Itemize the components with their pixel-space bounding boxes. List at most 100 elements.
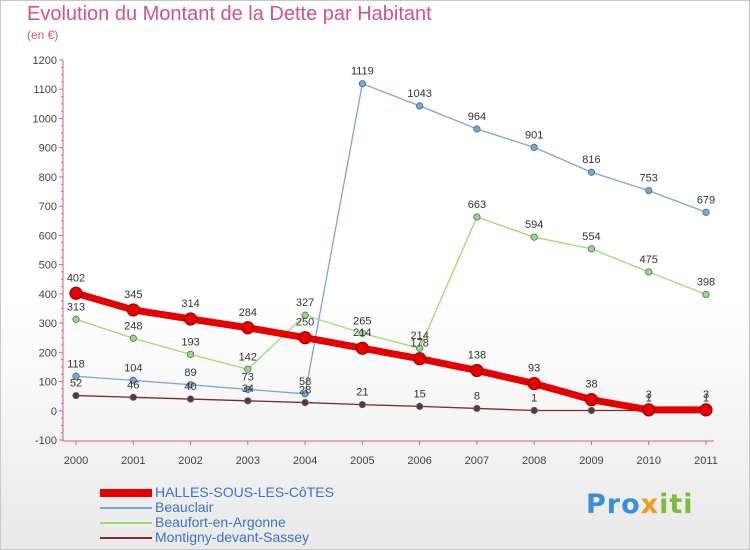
x-tick-label: 2000: [64, 455, 88, 467]
x-tick-label: 2001: [121, 455, 145, 467]
data-point: [301, 311, 309, 319]
legend-label: Montigny-devant-Sassey: [155, 529, 310, 545]
data-point: [126, 303, 140, 317]
data-label: 214: [353, 327, 371, 339]
data-point: [642, 403, 656, 417]
data-point: [186, 395, 195, 403]
data-point: [301, 390, 309, 398]
data-point: [72, 372, 80, 380]
data-label: 964: [468, 111, 486, 123]
y-tick-label: 200: [39, 347, 57, 359]
data-label: 248: [124, 320, 142, 332]
y-tick-label: 1000: [33, 113, 57, 125]
data-label: 265: [353, 315, 371, 327]
data-point: [358, 401, 366, 409]
data-label: 594: [525, 219, 543, 231]
data-label: 21: [356, 387, 368, 399]
data-label: 327: [296, 297, 314, 309]
data-label: 178: [410, 338, 428, 350]
y-tick-label: 400: [39, 289, 57, 301]
data-point: [587, 406, 596, 415]
data-label: 15: [414, 388, 426, 400]
data-point: [69, 286, 83, 300]
y-tick-label: 300: [39, 318, 57, 330]
data-label: 46: [127, 379, 139, 391]
data-point: [702, 208, 710, 216]
series-line: [75, 83, 707, 395]
data-point: [416, 402, 424, 410]
x-tick-label: 2006: [407, 455, 431, 467]
data-point: [186, 350, 195, 358]
data-label: 753: [640, 173, 658, 185]
data-point: [530, 143, 538, 151]
data-label: 475: [640, 254, 658, 266]
data-label: 345: [124, 289, 142, 301]
data-point: [413, 352, 427, 366]
x-tick-label: 2008: [522, 455, 546, 467]
data-label: 1: [646, 392, 652, 404]
data-point: [527, 376, 541, 391]
data-label: 40: [184, 381, 196, 393]
data-label: 214: [410, 330, 428, 342]
data-label: 118: [67, 358, 85, 370]
data-label: 73: [242, 371, 254, 383]
data-point: [473, 125, 481, 133]
data-point: [416, 102, 424, 110]
data-label: 816: [582, 154, 600, 166]
data-label: 1043: [407, 88, 431, 100]
data-label: 138: [468, 349, 486, 361]
y-tick-label: 1200: [33, 55, 57, 67]
y-tick-label: 100: [39, 377, 57, 389]
data-point: [183, 312, 198, 326]
series-line: [75, 394, 707, 412]
data-label: 554: [582, 231, 600, 243]
chart-subtitle: (en €): [27, 28, 59, 42]
y-tick-label: -100: [35, 435, 57, 447]
y-tick-label: 0: [51, 406, 57, 418]
legend-swatch: [100, 506, 152, 509]
data-label: 93: [528, 363, 540, 375]
data-point: [584, 393, 599, 407]
y-tick-label: 500: [39, 260, 57, 272]
data-label: 193: [181, 336, 199, 348]
x-tick-label: 2004: [293, 455, 317, 467]
data-label: 8: [474, 390, 480, 402]
data-point: [416, 344, 424, 352]
data-point: [298, 331, 312, 345]
x-tick-label: 2003: [236, 455, 260, 467]
data-point: [72, 315, 80, 323]
data-label: 402: [67, 272, 85, 284]
data-point: [72, 391, 80, 400]
data-label: 52: [70, 378, 82, 390]
data-label: 284: [239, 307, 257, 319]
data-point: [301, 398, 309, 407]
legend-label: Beaufort-en-Argonne: [155, 514, 286, 530]
data-point: [473, 404, 481, 413]
x-tick-label: 2005: [350, 455, 374, 467]
data-label: 89: [184, 367, 196, 379]
data-label: 250: [296, 317, 314, 329]
data-point: [530, 233, 538, 241]
data-point: [244, 385, 252, 394]
data-label: 679: [697, 194, 715, 206]
data-point: [587, 168, 596, 176]
data-label: 663: [468, 199, 486, 211]
data-label: 901: [525, 129, 543, 141]
data-label: 398: [697, 276, 715, 288]
data-label: 34: [242, 383, 254, 395]
data-point: [129, 334, 137, 342]
data-label: 1: [703, 392, 709, 404]
legend-swatch: [100, 521, 152, 524]
data-label: 104: [124, 362, 142, 374]
legend-label: HALLES-SOUS-LES-CôTES: [155, 484, 334, 500]
data-label: 28: [299, 385, 311, 397]
y-tick-label: 1100: [33, 84, 57, 96]
data-point: [129, 376, 137, 384]
x-tick-label: 2009: [579, 455, 603, 467]
data-point: [358, 329, 366, 337]
data-label: 142: [239, 351, 257, 363]
data-point: [473, 213, 481, 221]
data-label: 58: [299, 376, 311, 388]
series-line: [72, 289, 710, 414]
